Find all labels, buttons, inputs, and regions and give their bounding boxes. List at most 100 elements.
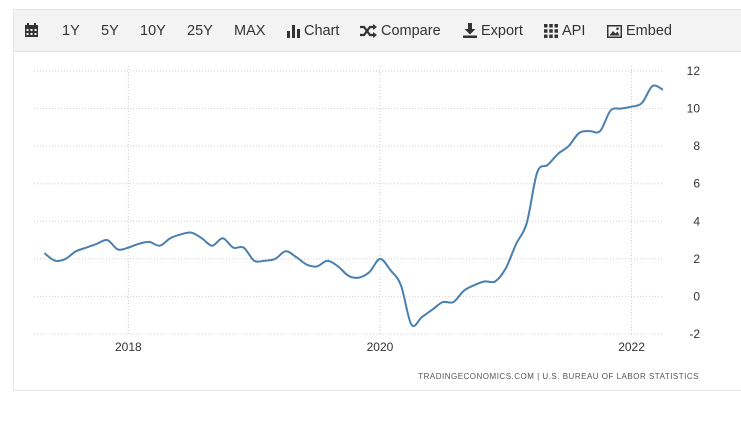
data-point <box>641 102 643 104</box>
x-tick-label: 2022 <box>618 340 645 354</box>
grid-icon <box>544 24 558 38</box>
bar-chart-icon <box>287 25 300 38</box>
data-point <box>400 284 402 286</box>
data-point <box>432 309 434 311</box>
data-point <box>453 301 455 303</box>
compare-button-label: Compare <box>381 23 441 40</box>
calendar-icon <box>25 23 38 37</box>
data-point <box>159 245 161 247</box>
data-point <box>421 316 423 318</box>
data-point <box>75 251 77 253</box>
data-point <box>327 260 329 262</box>
image-icon <box>607 25 622 38</box>
data-point <box>505 267 507 269</box>
data-point <box>138 243 140 245</box>
data-point <box>243 247 245 249</box>
data-point <box>411 324 413 326</box>
range-5y-label: 5Y <box>101 23 119 40</box>
export-button[interactable]: Export <box>463 10 523 52</box>
y-tick-label: 12 <box>687 64 701 78</box>
data-point <box>547 164 549 166</box>
source-label: TRADINGECONOMICS.COM | U.S. BUREAU OF LA… <box>418 372 699 381</box>
data-point <box>662 89 664 91</box>
range-10y-label: 10Y <box>140 23 166 40</box>
data-point <box>369 271 371 273</box>
export-button-label: Export <box>481 23 523 40</box>
y-tick-label: 6 <box>693 177 700 191</box>
embed-button-label: Embed <box>626 23 672 40</box>
y-tick-label: 4 <box>693 214 700 228</box>
range-25y-label: 25Y <box>187 23 213 40</box>
data-point <box>631 106 633 108</box>
data-point <box>201 237 203 239</box>
chart-button-label: Chart <box>304 23 340 40</box>
data-point <box>285 251 287 253</box>
data-point <box>316 266 318 268</box>
y-tick-label: 10 <box>687 102 701 116</box>
data-point <box>211 245 213 247</box>
embed-button[interactable]: Embed <box>607 10 672 52</box>
data-point <box>96 243 98 245</box>
data-point <box>358 277 360 279</box>
axes: -2 0 2 4 6 8 10 12 2018 2020 2022 <box>115 64 700 354</box>
data-point <box>610 110 612 112</box>
data-point <box>390 269 392 271</box>
range-25y-button[interactable]: 25Y <box>187 10 213 52</box>
series-line <box>43 84 664 328</box>
data-point <box>515 243 517 245</box>
api-button[interactable]: API <box>544 10 585 52</box>
data-point <box>494 281 496 283</box>
shuffle-icon <box>360 24 377 38</box>
data-point <box>128 247 130 249</box>
range-1y-button[interactable]: 1Y <box>62 10 80 52</box>
data-point <box>232 247 234 249</box>
data-point <box>253 260 255 262</box>
data-point <box>652 85 654 87</box>
data-point <box>190 232 192 234</box>
data-point <box>568 145 570 147</box>
y-tick-label: 0 <box>693 289 700 303</box>
data-point <box>557 153 559 155</box>
data-point <box>620 108 622 110</box>
data-point <box>149 241 151 243</box>
data-point <box>169 237 171 239</box>
data-point <box>295 256 297 258</box>
data-point <box>180 234 182 236</box>
download-icon <box>463 23 477 38</box>
api-button-label: API <box>562 23 586 40</box>
compare-button[interactable]: Compare <box>360 10 441 52</box>
data-point <box>589 130 591 132</box>
toolbar: 1Y 5Y 10Y 25Y MAX Chart Compare Export <box>14 10 741 52</box>
series-layer <box>43 84 664 328</box>
data-point <box>54 260 56 262</box>
data-point <box>222 237 224 239</box>
y-tick-label: -2 <box>689 327 700 341</box>
data-point <box>442 301 444 303</box>
data-point <box>379 258 381 260</box>
calendar-button[interactable] <box>24 10 43 52</box>
data-point <box>44 252 46 254</box>
grid-lines <box>34 66 663 335</box>
x-tick-label: 2018 <box>115 340 142 354</box>
data-point <box>117 249 119 251</box>
data-point <box>306 264 308 266</box>
data-point <box>463 290 465 292</box>
data-point <box>274 258 276 260</box>
data-point <box>536 172 538 174</box>
x-tick-label: 2020 <box>367 340 394 354</box>
data-point <box>65 258 67 260</box>
range-max-button[interactable]: MAX <box>234 10 265 52</box>
chart-button[interactable]: Chart <box>287 10 339 52</box>
data-point <box>484 281 486 283</box>
data-point <box>578 132 580 134</box>
data-point <box>107 239 109 241</box>
range-5y-button[interactable]: 5Y <box>101 10 119 52</box>
data-point <box>337 266 339 268</box>
data-point <box>526 222 528 224</box>
range-max-label: MAX <box>234 23 266 40</box>
range-10y-button[interactable]: 10Y <box>140 10 166 52</box>
data-point <box>264 260 266 262</box>
y-tick-label: 2 <box>693 252 700 266</box>
range-1y-label: 1Y <box>62 23 80 40</box>
